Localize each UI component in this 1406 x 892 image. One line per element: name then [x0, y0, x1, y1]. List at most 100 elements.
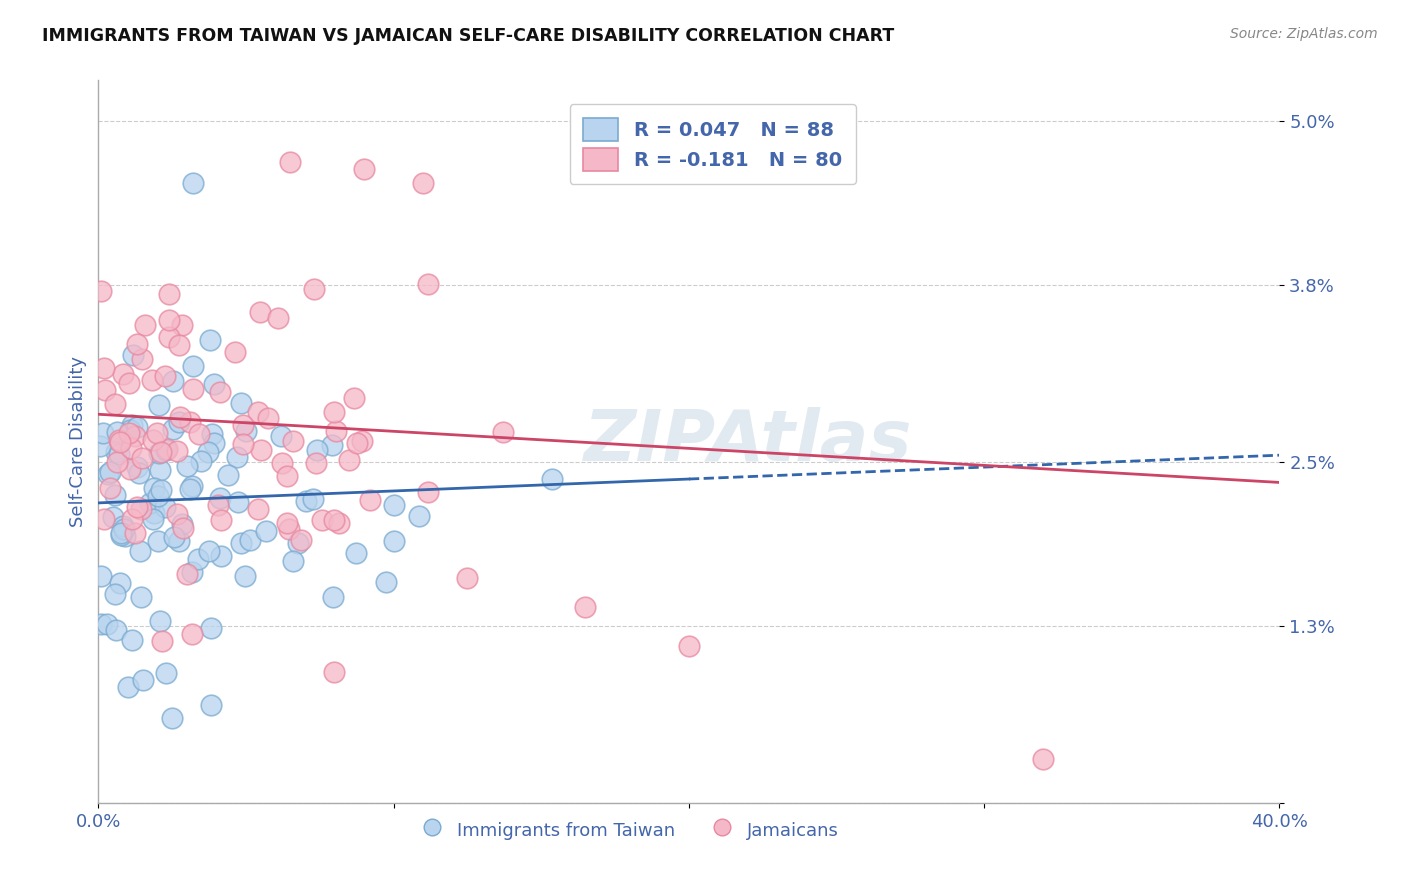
Point — [408, 509, 430, 524]
Point — [249, 304, 271, 318]
Point — [108, 434, 131, 449]
Point — [217, 468, 239, 483]
Point — [131, 590, 153, 604]
Point — [169, 409, 191, 424]
Point — [121, 633, 143, 648]
Point — [305, 456, 328, 470]
Point — [105, 425, 128, 439]
Point — [112, 522, 135, 536]
Point — [91, 426, 114, 441]
Point — [157, 330, 180, 344]
Point — [198, 544, 221, 558]
Point — [301, 492, 323, 507]
Point — [207, 498, 229, 512]
Y-axis label: Self-Care Disability: Self-Care Disability — [69, 356, 87, 527]
Point — [118, 423, 141, 437]
Point — [104, 587, 127, 601]
Point — [127, 500, 149, 515]
Point — [226, 450, 249, 465]
Point — [231, 536, 253, 550]
Point — [1032, 752, 1054, 766]
Point — [343, 391, 366, 405]
Point — [148, 399, 170, 413]
Point — [202, 435, 225, 450]
Point — [181, 626, 204, 640]
Point — [114, 529, 136, 543]
Point — [111, 368, 134, 382]
Point — [322, 590, 344, 604]
Point — [124, 429, 146, 443]
Point — [226, 495, 249, 509]
Point — [179, 415, 201, 429]
Point — [162, 422, 184, 436]
Point — [181, 359, 204, 374]
Point — [143, 506, 166, 520]
Point — [276, 516, 298, 530]
Point — [146, 489, 169, 503]
Point — [359, 493, 381, 508]
Point — [104, 488, 127, 502]
Point — [155, 443, 177, 458]
Point — [323, 513, 346, 527]
Point — [162, 711, 183, 725]
Point — [271, 456, 294, 470]
Point — [209, 513, 232, 527]
Point — [104, 397, 127, 411]
Point — [235, 568, 257, 582]
Point — [155, 665, 177, 680]
Point — [167, 534, 190, 549]
Point — [187, 551, 209, 566]
Point — [181, 382, 204, 396]
Point — [149, 463, 172, 477]
Point — [346, 436, 368, 450]
Point — [104, 623, 127, 637]
Point — [110, 575, 132, 590]
Point — [153, 369, 176, 384]
Point — [121, 512, 143, 526]
Point — [232, 417, 254, 432]
Point — [166, 443, 188, 458]
Point — [247, 405, 270, 419]
Point — [117, 680, 139, 694]
Point — [344, 546, 367, 560]
Point — [254, 524, 277, 539]
Point — [302, 282, 325, 296]
Point — [107, 433, 129, 447]
Point — [287, 536, 309, 550]
Point — [98, 481, 121, 495]
Point — [148, 446, 170, 460]
Point — [200, 621, 222, 635]
Point — [176, 458, 198, 473]
Point — [153, 500, 176, 514]
Point — [120, 462, 142, 476]
Point — [188, 426, 211, 441]
Point — [157, 312, 180, 326]
Point — [202, 376, 225, 391]
Point — [146, 426, 169, 441]
Point — [141, 373, 163, 387]
Point — [143, 481, 166, 495]
Point — [181, 479, 204, 493]
Point — [128, 467, 150, 481]
Point — [190, 454, 212, 468]
Point — [131, 351, 153, 366]
Point — [492, 425, 515, 439]
Point — [290, 533, 312, 547]
Point — [678, 639, 700, 653]
Point — [278, 523, 301, 537]
Point — [209, 491, 232, 505]
Point — [90, 284, 112, 298]
Legend: Immigrants from Taiwan, Jamaicans: Immigrants from Taiwan, Jamaicans — [413, 812, 846, 848]
Point — [170, 516, 193, 531]
Point — [328, 516, 350, 530]
Point — [121, 417, 143, 432]
Point — [107, 447, 129, 461]
Point — [323, 405, 346, 419]
Text: ZIPAtlas: ZIPAtlas — [583, 407, 912, 476]
Text: IMMIGRANTS FROM TAIWAN VS JAMAICAN SELF-CARE DISABILITY CORRELATION CHART: IMMIGRANTS FROM TAIWAN VS JAMAICAN SELF-… — [42, 27, 894, 45]
Point — [382, 534, 405, 549]
Point — [101, 509, 124, 524]
Point — [321, 438, 343, 452]
Point — [416, 485, 439, 500]
Point — [197, 445, 219, 459]
